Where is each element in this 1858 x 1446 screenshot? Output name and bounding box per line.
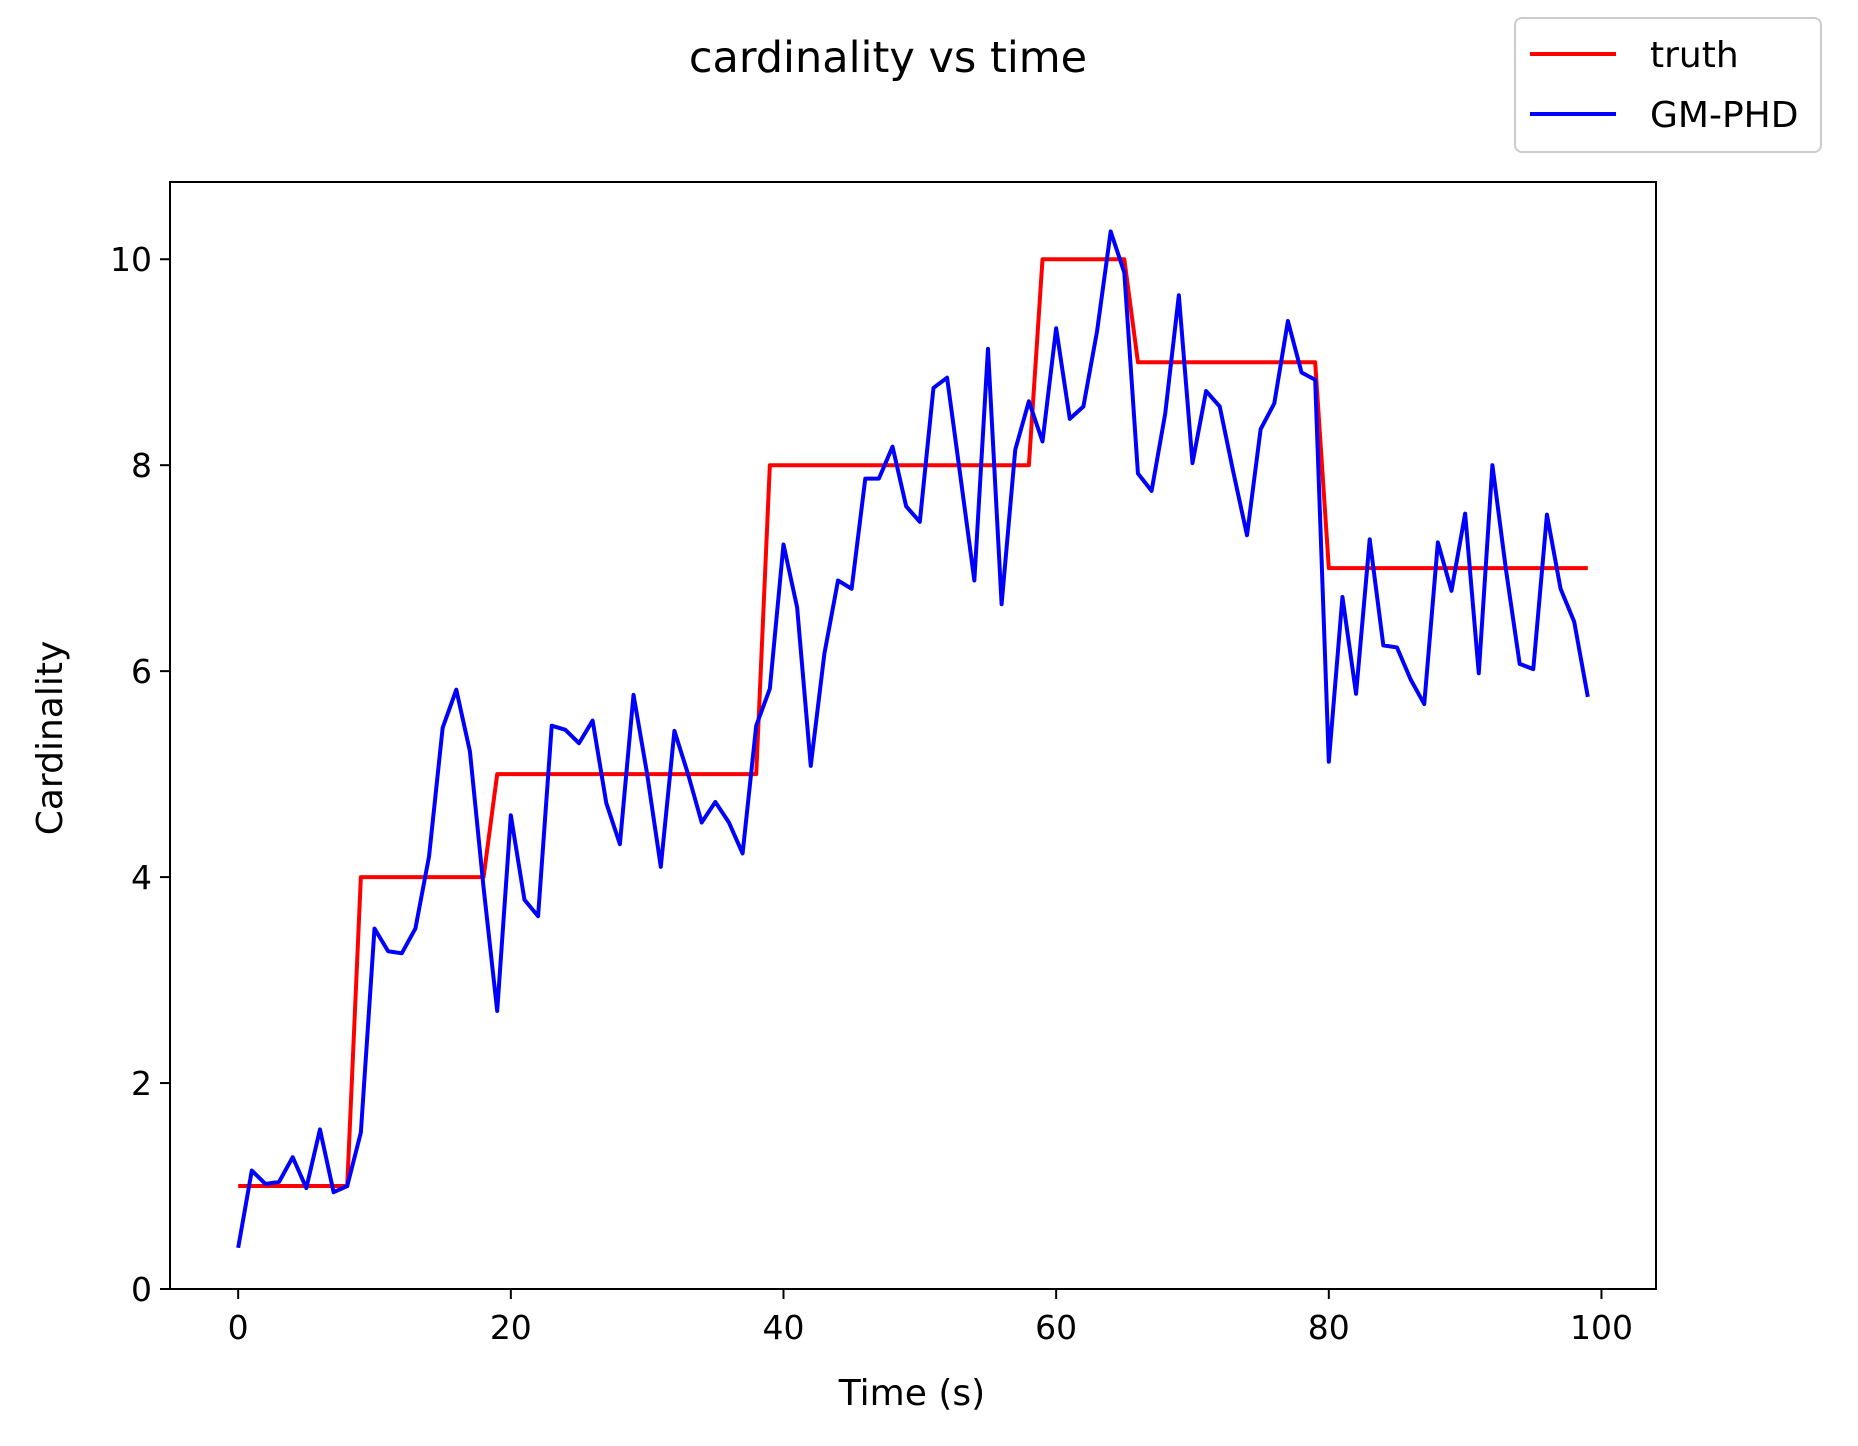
- x-tick-label: 60: [1035, 1308, 1077, 1347]
- series-layer: [236, 229, 1590, 1249]
- legend: truth GM-PHD: [1514, 17, 1822, 153]
- y-axis-label: Cardinality: [30, 641, 71, 836]
- y-tick-label: 4: [131, 858, 152, 897]
- y-tick-label: 2: [131, 1064, 152, 1103]
- legend-label-truth: truth: [1650, 35, 1739, 76]
- x-tick-label: 20: [490, 1308, 532, 1347]
- x-axis-label: Time (s): [838, 1373, 985, 1414]
- y-tick-label: 8: [131, 446, 152, 485]
- y-tick-label: 0: [131, 1270, 152, 1309]
- legend-box: [1514, 17, 1822, 153]
- series-line-truth: [238, 257, 1588, 1189]
- series-line-gm-phd: [236, 229, 1590, 1249]
- legend-label-gm-phd: GM-PHD: [1650, 95, 1798, 136]
- y-tick-label: 6: [131, 652, 152, 691]
- x-tick-label: 40: [762, 1308, 804, 1347]
- x-tick-label: 0: [228, 1308, 249, 1347]
- x-axis-ticks: 0 20 40 60 80 100: [228, 1289, 1633, 1347]
- chart-title: cardinality vs time: [689, 33, 1087, 83]
- plot-area-frame: [169, 181, 1657, 1290]
- x-tick-label: 80: [1308, 1308, 1350, 1347]
- x-tick-label: 100: [1570, 1308, 1633, 1347]
- y-tick-label: 10: [110, 240, 152, 279]
- y-axis-ticks: 0 2 4 6 8 10: [110, 240, 170, 1309]
